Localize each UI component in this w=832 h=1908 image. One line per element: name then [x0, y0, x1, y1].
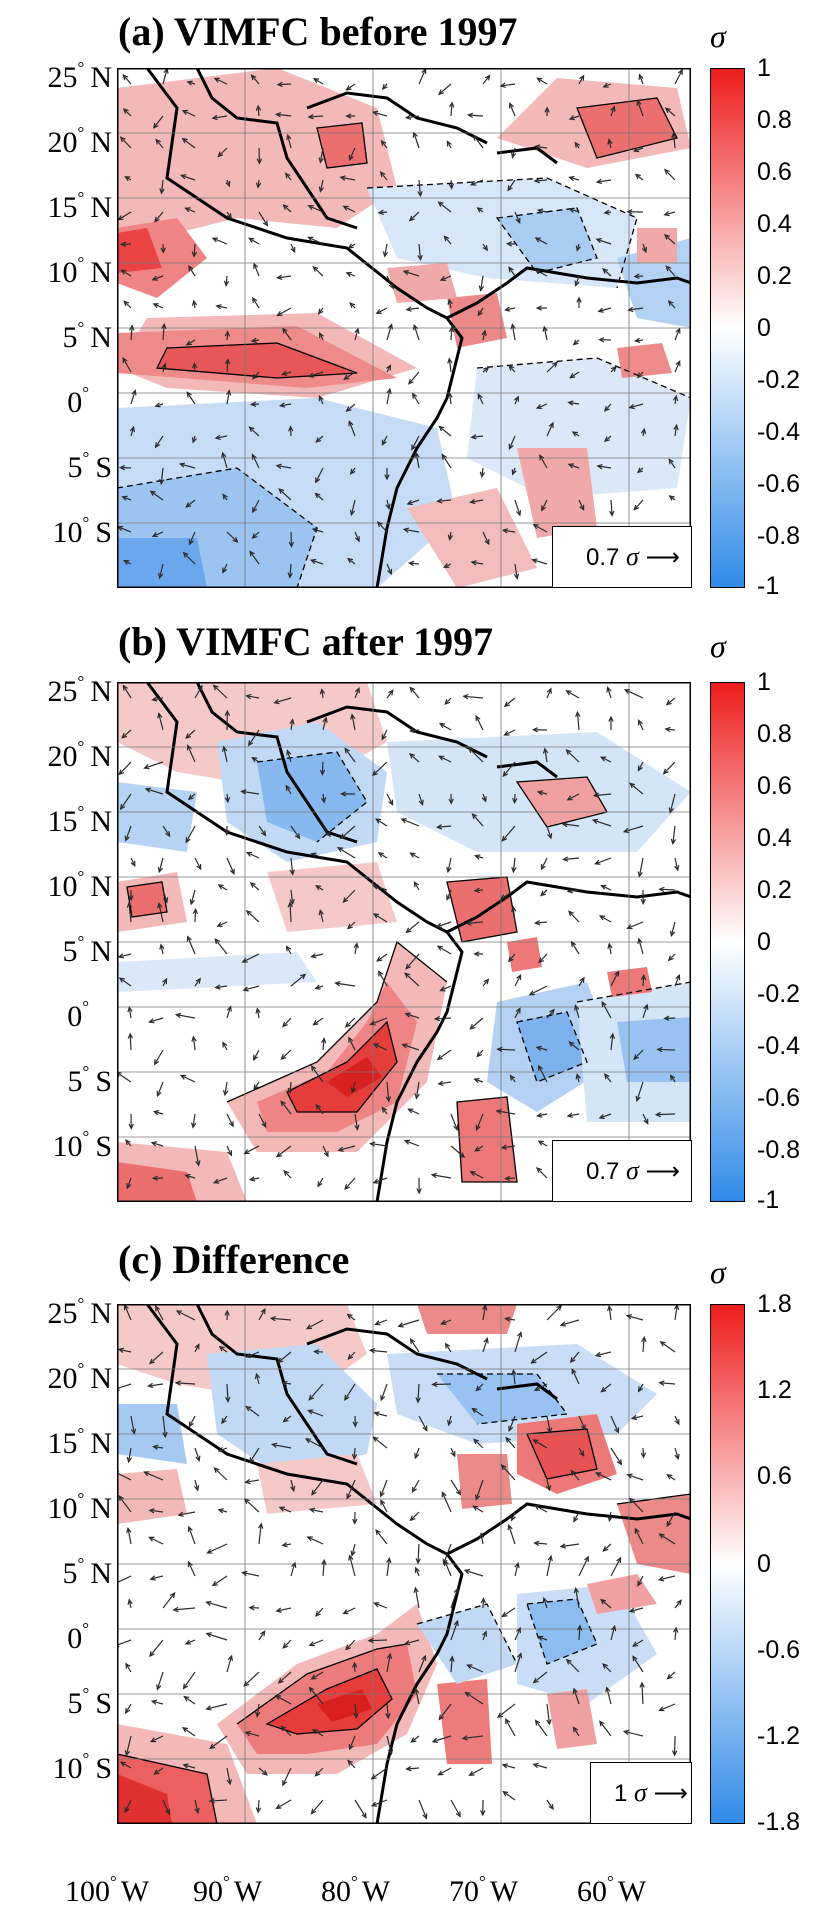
reference-vector-label: 1 σ ⟶: [614, 1781, 688, 1806]
panel-c: (c) Difference σ: [0, 1238, 832, 1838]
wind-vector: [656, 1114, 675, 1115]
colorbar-tick: -0.2: [757, 368, 800, 393]
reference-vector-unit: σ: [634, 1778, 647, 1807]
colorbar-tick: 0.4: [757, 826, 792, 851]
map-area: [117, 682, 691, 1202]
colorbar-tick: -0.6: [757, 1638, 800, 1663]
latitude-label: 25°N: [0, 667, 112, 707]
colorbar-tick: -0.6: [757, 472, 800, 497]
colorbar-tick: 0.6: [757, 1464, 792, 1489]
panel-title: (c) Difference: [118, 1238, 349, 1282]
colorbar-tick: -0.2: [757, 982, 800, 1007]
colorbar-tick: 0.6: [757, 774, 792, 799]
reference-vector-label: 0.7 σ ⟶: [586, 545, 680, 570]
latitude-label: 5°S: [0, 443, 112, 483]
map-area: [117, 1304, 691, 1824]
colorbar-tick: 1.2: [757, 1378, 792, 1403]
colorbar-tick: -0.4: [757, 420, 800, 445]
colorbar-tick: -1.2: [757, 1724, 800, 1749]
panel-a: (a) VIMFC before 1997 σ: [0, 0, 832, 600]
reference-vector-value: 1: [614, 1780, 627, 1807]
colorbar-tick: 0.8: [757, 108, 792, 133]
colorbar-tick: 0: [757, 1552, 771, 1577]
latitude-label: 10°N: [0, 248, 112, 288]
panel-title: (b) VIMFC after 1997: [118, 620, 493, 664]
latitude-label: 0°: [0, 378, 95, 418]
latitude-label: 0°: [0, 1614, 95, 1654]
colorbar-tick: -1: [757, 1188, 779, 1213]
latitude-label: 15°N: [0, 183, 112, 223]
colorbar-tick: 0.2: [757, 264, 792, 289]
reference-arrow-icon: ⟶: [654, 1780, 688, 1807]
wind-vector: [291, 532, 292, 547]
latitude-label: 10°S: [0, 508, 112, 548]
colorbar-tick: 1.8: [757, 1292, 792, 1317]
colorbar: [710, 682, 745, 1202]
colorbar-tick: 0.4: [757, 212, 792, 237]
colorbar-unit: σ: [710, 630, 726, 662]
latitude-label: 5°S: [0, 1057, 112, 1097]
longitude-label: 100°W: [65, 1866, 149, 1908]
colorbar-tick: 0: [757, 930, 771, 955]
panel-title: (a) VIMFC before 1997: [118, 10, 518, 54]
colorbar-tick: -1: [757, 574, 779, 599]
reference-arrow-icon: ⟶: [646, 544, 680, 571]
latitude-label: 5°N: [0, 1549, 112, 1589]
latitude-label: 25°N: [0, 1289, 112, 1329]
longitude-label: 90°W: [193, 1866, 262, 1908]
reference-vector-value: 0.7: [586, 1158, 619, 1185]
reference-vector-unit: σ: [626, 1156, 639, 1185]
map-area: [117, 68, 691, 588]
latitude-label: 10°S: [0, 1122, 112, 1162]
latitude-label: 15°N: [0, 1419, 112, 1459]
reference-arrow-icon: ⟶: [646, 1158, 680, 1185]
colorbar-tick: -0.8: [757, 1138, 800, 1163]
colorbar-tick: 1: [757, 56, 771, 81]
latitude-label: 5°S: [0, 1679, 112, 1719]
longitude-label: 80°W: [321, 1866, 390, 1908]
colorbar: [710, 68, 745, 588]
colorbar: [710, 1304, 745, 1824]
latitude-label: 20°N: [0, 1354, 112, 1394]
latitude-label: 5°N: [0, 313, 112, 353]
reference-vector-label: 0.7 σ ⟶: [586, 1159, 680, 1184]
reference-vector-unit: σ: [626, 542, 639, 571]
colorbar-tick: 0.6: [757, 160, 792, 185]
latitude-label: 0°: [0, 992, 95, 1032]
latitude-label: 15°N: [0, 797, 112, 837]
wind-vector: [369, 1640, 387, 1641]
colorbar-tick: -0.4: [757, 1034, 800, 1059]
wind-vector: [658, 1049, 675, 1050]
colorbar-unit: σ: [710, 20, 726, 52]
latitude-label: 20°N: [0, 732, 112, 772]
colorbar-tick: -1.8: [757, 1810, 800, 1835]
latitude-label: 25°N: [0, 53, 112, 93]
reference-vector-value: 0.7: [586, 544, 619, 571]
panel-b: (b) VIMFC after 1997 σ: [0, 620, 832, 1220]
colorbar-tick: 0.8: [757, 722, 792, 747]
latitude-label: 20°N: [0, 118, 112, 158]
longitude-label: 70°W: [449, 1866, 518, 1908]
colorbar-tick: 0: [757, 316, 771, 341]
longitude-label: 60°W: [577, 1866, 646, 1908]
wind-vector: [433, 1384, 451, 1385]
colorbar-tick: 0.2: [757, 878, 792, 903]
latitude-label: 10°N: [0, 862, 112, 902]
colorbar-tick: 1: [757, 670, 771, 695]
latitude-label: 10°N: [0, 1484, 112, 1524]
latitude-label: 10°S: [0, 1744, 112, 1784]
colorbar-unit: σ: [710, 1256, 726, 1288]
colorbar-tick: -0.6: [757, 1086, 800, 1111]
wind-vector: [498, 1049, 515, 1050]
colorbar-tick: -0.8: [757, 524, 800, 549]
latitude-label: 5°N: [0, 927, 112, 967]
